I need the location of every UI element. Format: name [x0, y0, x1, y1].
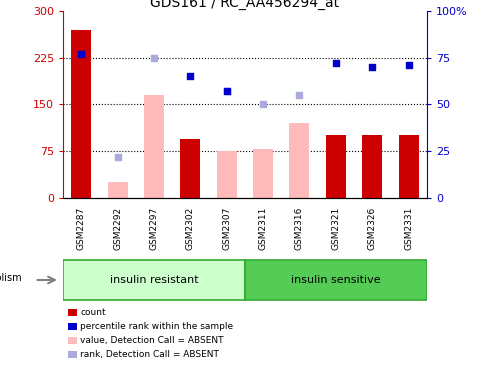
Point: [150, 55, 157, 60]
Point: [77, 51, 85, 57]
Text: GSM2292: GSM2292: [113, 207, 122, 250]
Text: GSM2307: GSM2307: [222, 207, 231, 250]
Point: [113, 154, 121, 160]
Point: [331, 60, 339, 66]
Point: [258, 101, 266, 107]
Text: GSM2311: GSM2311: [258, 207, 267, 250]
FancyBboxPatch shape: [244, 260, 426, 300]
Text: GSM2316: GSM2316: [294, 207, 303, 250]
Bar: [289, 123, 309, 198]
Point: [404, 62, 411, 68]
Text: insulin sensitive: insulin sensitive: [290, 275, 380, 285]
Bar: [253, 149, 272, 198]
Bar: [362, 135, 381, 198]
FancyBboxPatch shape: [63, 260, 244, 300]
Text: GSM2297: GSM2297: [149, 207, 158, 250]
Text: value, Detection Call = ABSENT: value, Detection Call = ABSENT: [80, 336, 223, 345]
Text: rank, Detection Call = ABSENT: rank, Detection Call = ABSENT: [80, 350, 218, 359]
Text: GSM2287: GSM2287: [76, 207, 86, 250]
Bar: [71, 30, 91, 198]
Text: insulin resistant: insulin resistant: [109, 275, 198, 285]
Text: GSM2321: GSM2321: [331, 207, 340, 250]
Bar: [107, 182, 127, 198]
Bar: [180, 139, 200, 198]
Title: GDS161 / RC_AA456294_at: GDS161 / RC_AA456294_at: [150, 0, 339, 10]
Text: GSM2302: GSM2302: [185, 207, 195, 250]
Point: [222, 88, 230, 94]
Text: count: count: [80, 308, 106, 317]
Text: percentile rank within the sample: percentile rank within the sample: [80, 322, 233, 331]
Text: metabolism: metabolism: [0, 273, 22, 283]
Point: [186, 73, 194, 79]
Text: GSM2331: GSM2331: [403, 207, 412, 250]
Bar: [216, 151, 236, 198]
Point: [222, 88, 230, 94]
Text: GSM2326: GSM2326: [367, 207, 376, 250]
Bar: [144, 95, 164, 198]
Point: [295, 92, 303, 98]
Bar: [325, 135, 345, 198]
Bar: [398, 135, 418, 198]
Point: [368, 64, 376, 70]
